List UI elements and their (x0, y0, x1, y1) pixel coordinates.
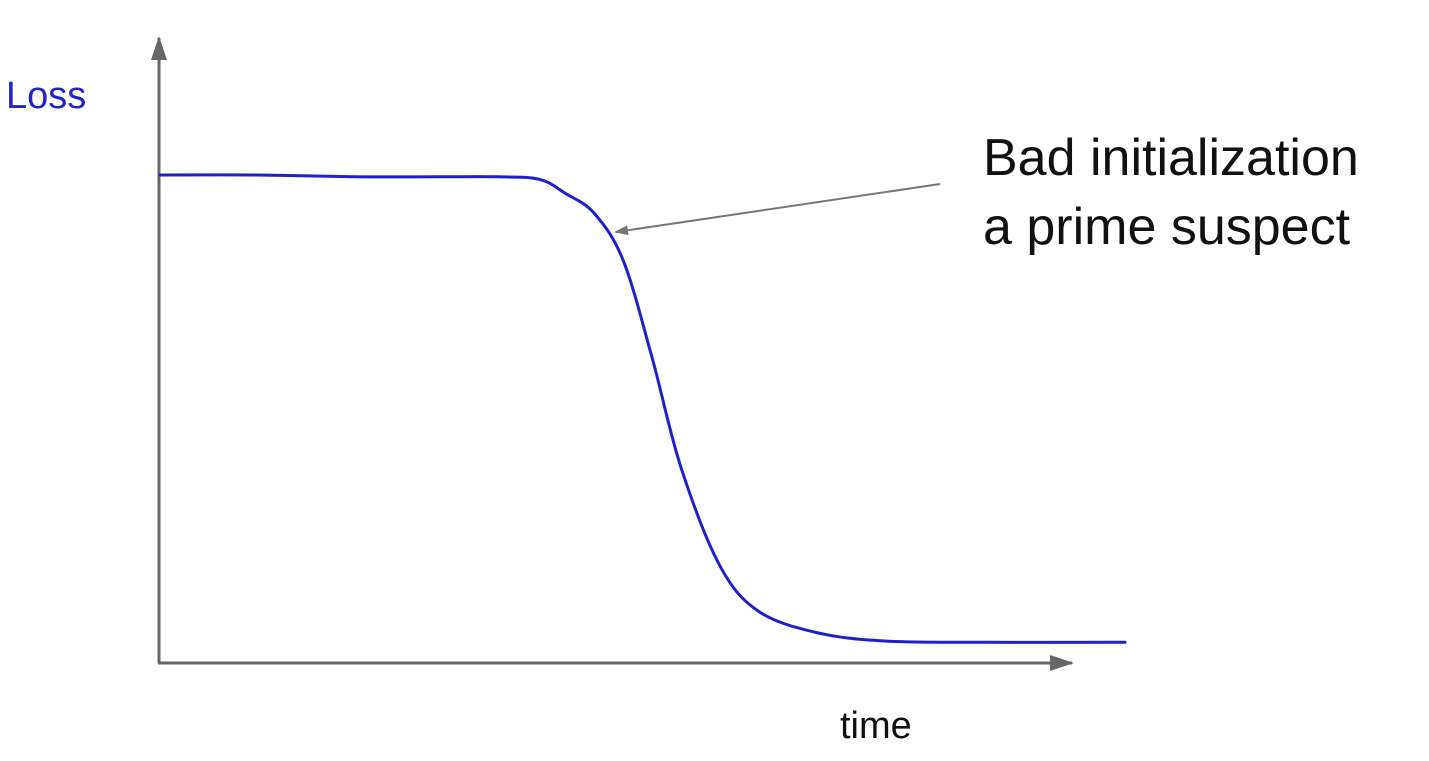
loss-series-line (158, 173, 1127, 644)
annotation-line-2: a prime suspect (983, 198, 1351, 256)
annotation-line-1: Bad initialization (983, 129, 1359, 187)
y-axis-label: Loss (6, 75, 86, 117)
annotation-arrow (614, 183, 941, 236)
x-axis-label: time (840, 705, 912, 747)
axes (151, 36, 1074, 671)
annotation: Bad initialization a prime suspect (614, 129, 1359, 256)
